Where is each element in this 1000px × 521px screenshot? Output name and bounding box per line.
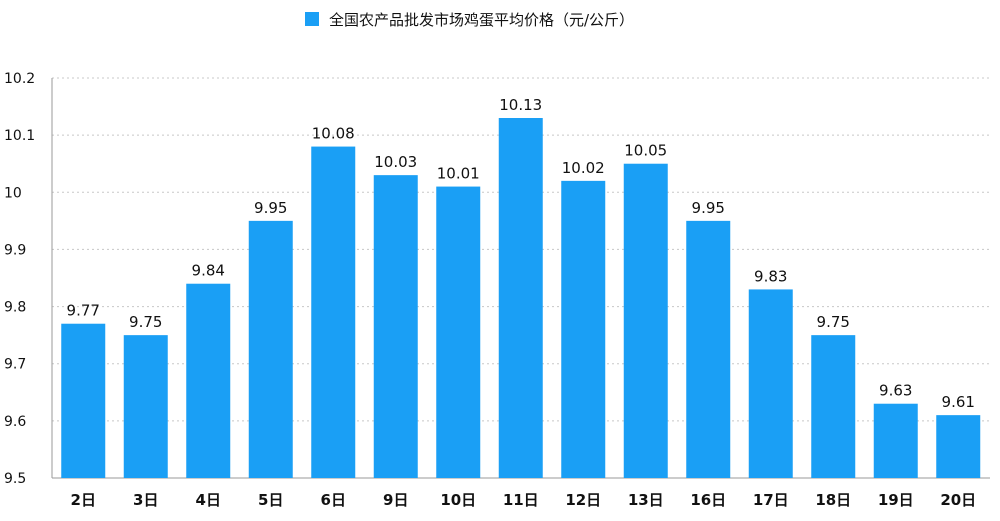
- x-category-label: 19日: [878, 491, 914, 509]
- y-tick-label: 9.8: [4, 300, 26, 316]
- bar-value-label: 10.02: [562, 159, 605, 177]
- x-category-label: 10日: [440, 491, 476, 509]
- bar-value-label: 9.95: [254, 199, 287, 217]
- y-tick-label: 10: [4, 185, 22, 201]
- bar: [373, 175, 418, 478]
- bar-value-label: 9.61: [942, 393, 975, 411]
- x-category-label: 3日: [133, 491, 158, 509]
- x-category-label: 4日: [196, 491, 221, 509]
- y-axis-tick-labels: 9.5 9.6 9.7 9.8 9.9 10 10.1 10.2: [4, 71, 35, 487]
- bar: [748, 289, 793, 478]
- legend: 全国农产品批发市场鸡蛋平均价格（元/公斤）: [305, 11, 634, 29]
- bar-value-label: 10.13: [499, 96, 542, 114]
- x-category-label: 13日: [628, 491, 664, 509]
- bar: [186, 283, 231, 478]
- bar: [61, 323, 106, 478]
- y-tick-label: 10.2: [4, 71, 35, 87]
- bar-value-label: 9.75: [129, 313, 162, 331]
- bar: [623, 163, 668, 478]
- x-category-label: 20日: [940, 491, 976, 509]
- bar-value-label: 9.95: [692, 199, 725, 217]
- bar-value-label: 9.83: [754, 267, 787, 285]
- bar: [436, 186, 481, 479]
- x-category-label: 18日: [815, 491, 851, 509]
- y-tick-label: 9.6: [4, 414, 26, 430]
- bar: [311, 146, 356, 479]
- x-category-label: 9日: [383, 491, 408, 509]
- legend-swatch: [305, 12, 319, 26]
- x-category-label: 6日: [321, 491, 346, 509]
- data-labels: 9.77 9.75 9.84 9.95 10.08 10.03 10.01 10.13 10.0…: [67, 96, 975, 411]
- bar: [873, 403, 918, 478]
- bar-value-label: 10.01: [437, 165, 480, 183]
- bar: [811, 335, 856, 478]
- bars: [61, 118, 981, 479]
- bar: [123, 335, 168, 478]
- x-category-label: 11日: [503, 491, 539, 509]
- bar-value-label: 9.77: [67, 302, 100, 320]
- legend-label: 全国农产品批发市场鸡蛋平均价格（元/公斤）: [329, 11, 634, 29]
- bar: [248, 220, 293, 478]
- bar-value-label: 9.84: [192, 262, 225, 280]
- x-category-label: 12日: [565, 491, 601, 509]
- x-category-label: 2日: [71, 491, 96, 509]
- y-tick-label: 9.9: [4, 242, 26, 258]
- bar-value-label: 10.08: [312, 125, 355, 143]
- bar-value-label: 10.05: [624, 142, 667, 160]
- bar: [936, 415, 981, 478]
- x-axis-category-labels: 2日 3日 4日 5日 6日 9日 10日 11日 12日 13日 16日 17日 18日 19日 20日: [71, 491, 977, 509]
- y-tick-label: 10.1: [4, 128, 35, 144]
- bar-value-label: 10.03: [374, 153, 417, 171]
- x-category-label: 16日: [690, 491, 726, 509]
- y-tick-label: 9.5: [4, 471, 26, 487]
- bar: [561, 180, 606, 478]
- x-category-label: 17日: [753, 491, 789, 509]
- y-tick-label: 9.7: [4, 357, 26, 373]
- bar-value-label: 9.75: [817, 313, 850, 331]
- bar: [686, 220, 731, 478]
- bar: [498, 118, 543, 478]
- x-category-label: 5日: [258, 491, 283, 509]
- bar-value-label: 9.63: [879, 382, 912, 400]
